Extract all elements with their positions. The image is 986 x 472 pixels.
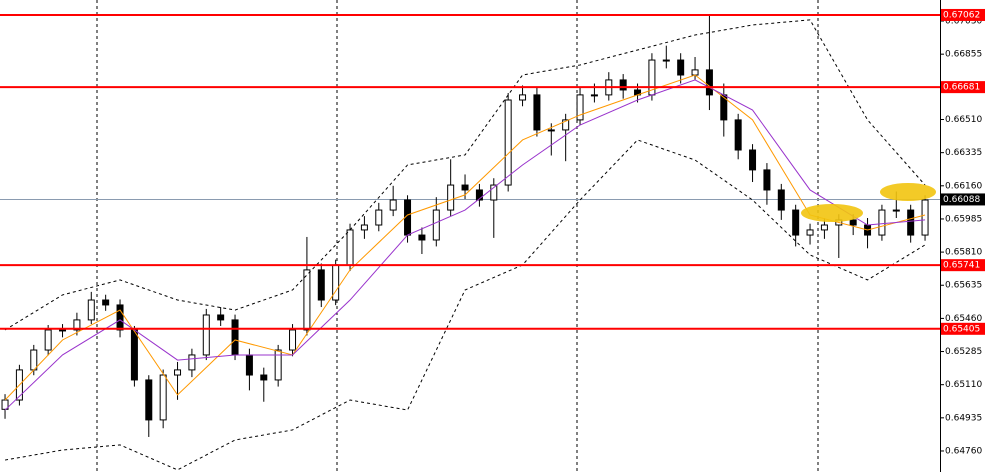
candle-body: [519, 94, 527, 101]
level-label: 0.65405: [943, 324, 980, 334]
candle-body: [303, 269, 311, 331]
candle-body: [849, 219, 857, 226]
y-tick-label: 0.65635: [945, 281, 982, 291]
highlight: [801, 204, 863, 222]
candle-body: [907, 209, 915, 236]
candle-body: [777, 189, 785, 211]
candle-body: [576, 94, 584, 121]
time-separators: [96, 0, 819, 472]
indicator-line: [4, 74, 926, 401]
y-tick-label: 0.66855: [945, 50, 982, 60]
candle-body: [447, 184, 455, 211]
candle-body: [130, 329, 138, 381]
candle-body: [921, 199, 929, 236]
candle-body: [87, 299, 95, 321]
level-label-box: [941, 81, 985, 94]
candle-body: [360, 224, 368, 231]
candle-body: [806, 229, 814, 236]
candle-body: [30, 349, 38, 371]
candle-body: [619, 79, 627, 91]
y-tick-label: 0.65985: [945, 214, 982, 224]
level-label: 0.67062: [943, 10, 980, 20]
candle-body: [705, 69, 713, 96]
candle-body: [490, 184, 498, 201]
candle-body: [878, 209, 886, 236]
level-label: 0.65741: [943, 261, 980, 271]
candle-body: [145, 379, 153, 421]
candle-body: [289, 329, 297, 351]
level-label-box: [941, 259, 985, 272]
candle-body: [346, 229, 354, 266]
candle-body: [44, 329, 52, 351]
candle-body: [432, 209, 440, 241]
current-price-label: 0.66088: [943, 195, 980, 205]
candle-body: [475, 189, 483, 201]
candle-body: [217, 314, 225, 321]
y-tick-label: 0.65110: [945, 380, 982, 390]
candle-body: [116, 304, 124, 331]
candle-body: [174, 369, 182, 376]
y-tick-label: 0.64760: [945, 446, 982, 456]
candle-body: [734, 119, 742, 151]
y-tick-label: 0.66335: [945, 148, 982, 158]
level-label-box: [941, 322, 985, 335]
level-label-box: [941, 8, 985, 21]
y-tick-label: 0.64935: [945, 413, 982, 423]
y-tick-label: 0.65285: [945, 347, 982, 357]
highlight: [880, 183, 936, 201]
y-tick-label: 0.65460: [945, 314, 982, 324]
candle-body: [159, 374, 167, 421]
candle-body: [590, 94, 598, 97]
candle-body: [202, 314, 210, 356]
y-tick-label: 0.67030: [945, 17, 982, 27]
candle-body: [749, 149, 757, 171]
candle-body: [547, 129, 555, 132]
candle-body: [274, 349, 282, 381]
candle-body: [389, 199, 397, 211]
candle-body: [691, 69, 699, 76]
candle-body: [73, 319, 81, 331]
candle-body: [245, 354, 253, 376]
candle-body: [102, 299, 110, 306]
plot: 0.67030 0.66855 0.66510 0.66335 0.66160 0.659…: [0, 14, 982, 471]
y-tick-label: 0.65810: [945, 248, 982, 258]
candle-body: [188, 354, 196, 371]
candle-body: [763, 169, 771, 191]
candle-body: [317, 269, 325, 301]
current-price-box: [941, 193, 985, 206]
candle-body: [677, 59, 685, 76]
overlay: 0.67062 0.66681 0.65741 0.65405 0.66088: [0, 8, 985, 335]
candle-body: [892, 209, 900, 212]
indicator-line: [4, 19, 926, 331]
candle-body: [504, 99, 512, 186]
candle-body: [461, 184, 469, 191]
y-tick-label: 0.66510: [945, 115, 982, 125]
candle-body: [533, 94, 541, 131]
candle-body: [260, 374, 268, 381]
candle-body: [820, 224, 828, 231]
indicator-line: [4, 139, 926, 471]
candle-body: [662, 59, 670, 62]
candle-body: [375, 209, 383, 226]
candle-body: [562, 119, 570, 131]
candle-body: [231, 319, 239, 356]
indicator-line: [4, 79, 926, 411]
candle-body: [418, 234, 426, 241]
candle-body: [59, 329, 67, 332]
candle-body: [792, 209, 800, 236]
y-tick-label: 0.66160: [945, 181, 982, 191]
level-label: 0.66681: [943, 83, 980, 93]
